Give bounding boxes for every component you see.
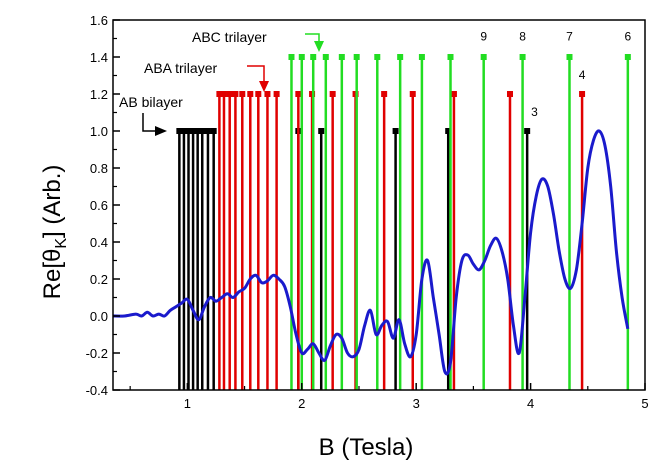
ab-bilayer-level-cap-9 [318,128,325,134]
abc-trilayer-level-cap-6 [374,54,381,60]
aba-trilayer-arrowhead [259,81,269,92]
x-tick-label-0: 1 [184,396,191,411]
x-tick-label-1: 2 [298,396,305,411]
level-number-label-4: 4 [579,68,586,82]
labels: B (Tesla) Re[θK] (Arb.) AB bilayer ABA t… [39,29,631,461]
y-tick-label-1: -0.2 [86,346,108,361]
y-tick-label-6: 0.8 [90,161,108,176]
y-tick-label-0: -0.4 [86,383,108,398]
aba-trilayer-level-cap-15 [450,91,457,97]
abc-trilayer-level-cap-5 [353,54,360,60]
axes: 1 2 3 4 5 -0.4 -0.2 0.0 0.2 0.4 0.6 0.8 1.0 1.2 1.4 1.6 [86,13,649,411]
aba-trilayer-level-cap-2 [226,91,233,97]
abc-trilayer-level-cap-7 [397,54,404,60]
ab-bilayer-level-cap-7 [210,128,217,134]
level-number-label-2: 7 [566,29,573,43]
ab-bilayer-level-cap-10 [392,128,399,134]
abc-trilayer-level-cap-1 [298,54,305,60]
annotation-ab-bilayer: AB bilayer [119,94,183,110]
aba-trilayer-level-cap-6 [255,91,262,97]
abc-trilayer-arrowhead [314,41,324,52]
y-axis-title-main: Re[θ [39,249,66,300]
aba-trilayer-level-cap-7 [264,91,271,97]
level-number-label-0: 9 [480,29,487,43]
abc-trilayer-level-cap-11 [519,54,526,60]
ab-bilayer-level-cap-5 [199,128,206,134]
aba-trilayer-level-cap-16 [506,91,513,97]
ab-bilayer-level-cap-2 [185,128,192,134]
ab-bilayer-level-cap-11 [445,128,452,134]
aba-trilayer-level-cap-3 [232,91,239,97]
y-axis-title-sub: K [53,238,70,249]
data-series [112,129,630,376]
y-tick-label-10: 1.6 [90,13,108,28]
y-axis-title: Re[θK] (Arb.) [39,165,70,300]
y-tick-label-4: 0.4 [90,235,108,250]
abc-trilayer-level-cap-12 [566,54,573,60]
y-tick-label-9: 1.4 [90,50,108,65]
aba-trilayer-level-cap-0 [216,91,223,97]
abc-trilayer-level-cap-13 [624,54,631,60]
level-number-label-1: 8 [519,29,526,43]
y-tick-label-2: 0.0 [90,309,108,324]
x-tick-label-3: 4 [527,396,534,411]
x-axis-title: B (Tesla) [319,434,414,461]
aba-trilayer-level-cap-9 [295,91,302,97]
ab-bilayer-level-cap-4 [194,128,201,134]
y-tick-label-8: 1.2 [90,87,108,102]
abc-trilayer-level-cap-3 [322,54,329,60]
abc-trilayer-level-cap-9 [447,54,454,60]
level-number-label-3: 6 [624,29,631,43]
y-tick-label-7: 1.0 [90,124,108,139]
abc-trilayer-level-cap-4 [338,54,345,60]
ab-bilayer-arrow-line [142,113,158,132]
aba-trilayer-level-cap-13 [381,91,388,97]
aba-trilayer-level-cap-5 [247,91,254,97]
ab-bilayer-level-cap-6 [204,128,211,134]
abc-trilayer-level-cap-8 [418,54,425,60]
abc-trilayer-level-cap-2 [310,54,317,60]
aba-trilayer-level-cap-17 [579,91,586,97]
abc-trilayer-level-cap-10 [480,54,487,60]
kerr-rotation-curve [112,129,630,376]
aba-trilayer-level-cap-8 [273,91,280,97]
ab-bilayer-level-cap-12 [524,128,531,134]
ab-bilayer-level-cap-1 [180,128,187,134]
x-tick-label-4: 5 [641,396,648,411]
abc-trilayer-level-cap-0 [288,54,295,60]
y-tick-label-3: 0.2 [90,272,108,287]
aba-trilayer-level-cap-4 [239,91,246,97]
landau-level-lines [176,54,631,390]
y-tick-label-5: 0.6 [90,198,108,213]
aba-trilayer-level-cap-1 [220,91,227,97]
level-number-label-5: 3 [531,105,538,119]
ab-bilayer-arrowhead [155,126,167,136]
aba-trilayer-level-cap-14 [409,91,416,97]
aba-trilayer-arrow-line [247,65,265,83]
annotation-aba-trilayer: ABA trilayer [144,60,217,76]
aba-trilayer-level-cap-11 [329,91,336,97]
abc-trilayer-arrow-line [305,33,320,43]
ab-bilayer-level-cap-0 [176,128,183,134]
annotation-abc-trilayer: ABC trilayer [192,29,267,45]
y-axis-title-tail: ] (Arb.) [39,165,66,238]
ab-bilayer-level-cap-3 [190,128,197,134]
x-tick-label-2: 3 [413,396,420,411]
